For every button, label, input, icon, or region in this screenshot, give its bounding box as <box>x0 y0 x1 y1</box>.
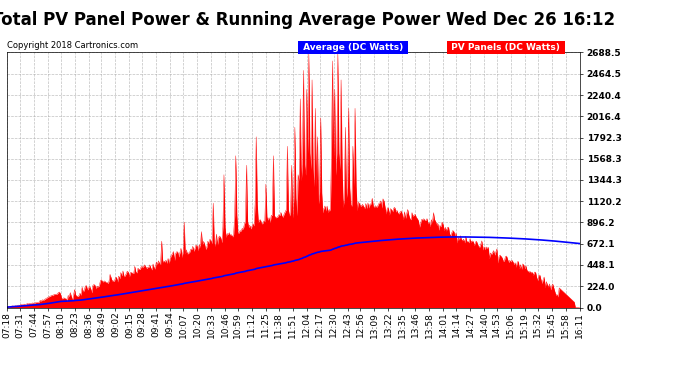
Text: Copyright 2018 Cartronics.com: Copyright 2018 Cartronics.com <box>7 41 138 50</box>
Text: Total PV Panel Power & Running Average Power Wed Dec 26 16:12: Total PV Panel Power & Running Average P… <box>0 11 615 29</box>
Text: PV Panels (DC Watts): PV Panels (DC Watts) <box>448 43 564 52</box>
Text: Average (DC Watts): Average (DC Watts) <box>300 43 406 52</box>
